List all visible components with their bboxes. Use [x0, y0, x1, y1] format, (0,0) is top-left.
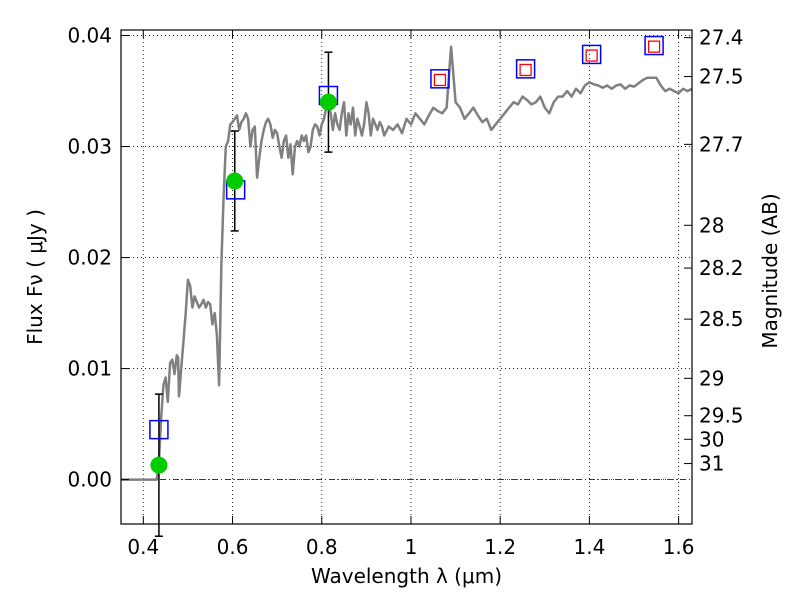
y-tick-label: 0.02 [67, 246, 112, 270]
model-photometry-square [149, 419, 169, 440]
errorbar-layer [154, 51, 333, 537]
y-axis-title: Flux Fν ( μJy ) [23, 209, 47, 345]
model-photometry-square [515, 59, 536, 79]
magnitude-tick-label: 29.5 [699, 404, 744, 428]
model-photometry-square [430, 69, 450, 89]
tick-layer: 0.4 0.6 0.8 1 1.2 1.4 1.6 0.00 0.01 0.02 0.03 0.04 2… [67, 24, 743, 559]
x-tick-label: 1 [405, 535, 418, 559]
magnitude-tick-label: 28.2 [699, 256, 744, 280]
magnitude-tick-label: 31 [699, 452, 724, 476]
y-tick-label: 0.04 [67, 24, 112, 48]
y-tick-label: 0.03 [67, 135, 112, 159]
plot-frame [120, 29, 693, 525]
magnitude-tick-label: 29 [699, 366, 724, 390]
observed-flux-point [319, 93, 337, 111]
model-spectrum-line [121, 45, 693, 481]
magnitude-tick-label: 28.5 [699, 307, 744, 331]
magnitude-tick-label: 27.4 [699, 26, 744, 50]
upper-limit-square [647, 40, 661, 53]
magnitude-tick-label: 27.5 [699, 65, 744, 89]
x-tick-label: 1.4 [573, 535, 605, 559]
observed-flux-point [150, 456, 168, 474]
observed-flux-point [226, 172, 244, 190]
grid-layer [121, 30, 692, 524]
magnitude-tick-label: 27.7 [699, 132, 744, 156]
y-tick-label: 0.00 [67, 468, 112, 492]
y-tick-label: 0.01 [67, 357, 112, 381]
upper-limit-square [433, 73, 447, 87]
magnitude-tick-label: 28 [699, 213, 724, 237]
upper-limit-square [519, 63, 532, 77]
x-tick-label: 0.4 [127, 535, 159, 559]
x-axis-title: Wavelength λ (μm) [311, 564, 502, 588]
model-photometry-square [581, 44, 602, 65]
spectrum-layer [121, 45, 693, 481]
point-layer [150, 93, 337, 474]
x-tick-label: 0.8 [306, 535, 338, 559]
magnitude-axis-title: Magnitude (AB) [758, 193, 782, 348]
upper-limit-square [585, 49, 598, 62]
model-photometry-square [644, 35, 664, 56]
x-tick-label: 1.6 [663, 535, 695, 559]
x-tick-label: 1.2 [484, 535, 516, 559]
magnitude-tick-label: 30 [699, 427, 724, 451]
x-tick-label: 0.6 [217, 535, 249, 559]
square-layer [149, 35, 664, 440]
